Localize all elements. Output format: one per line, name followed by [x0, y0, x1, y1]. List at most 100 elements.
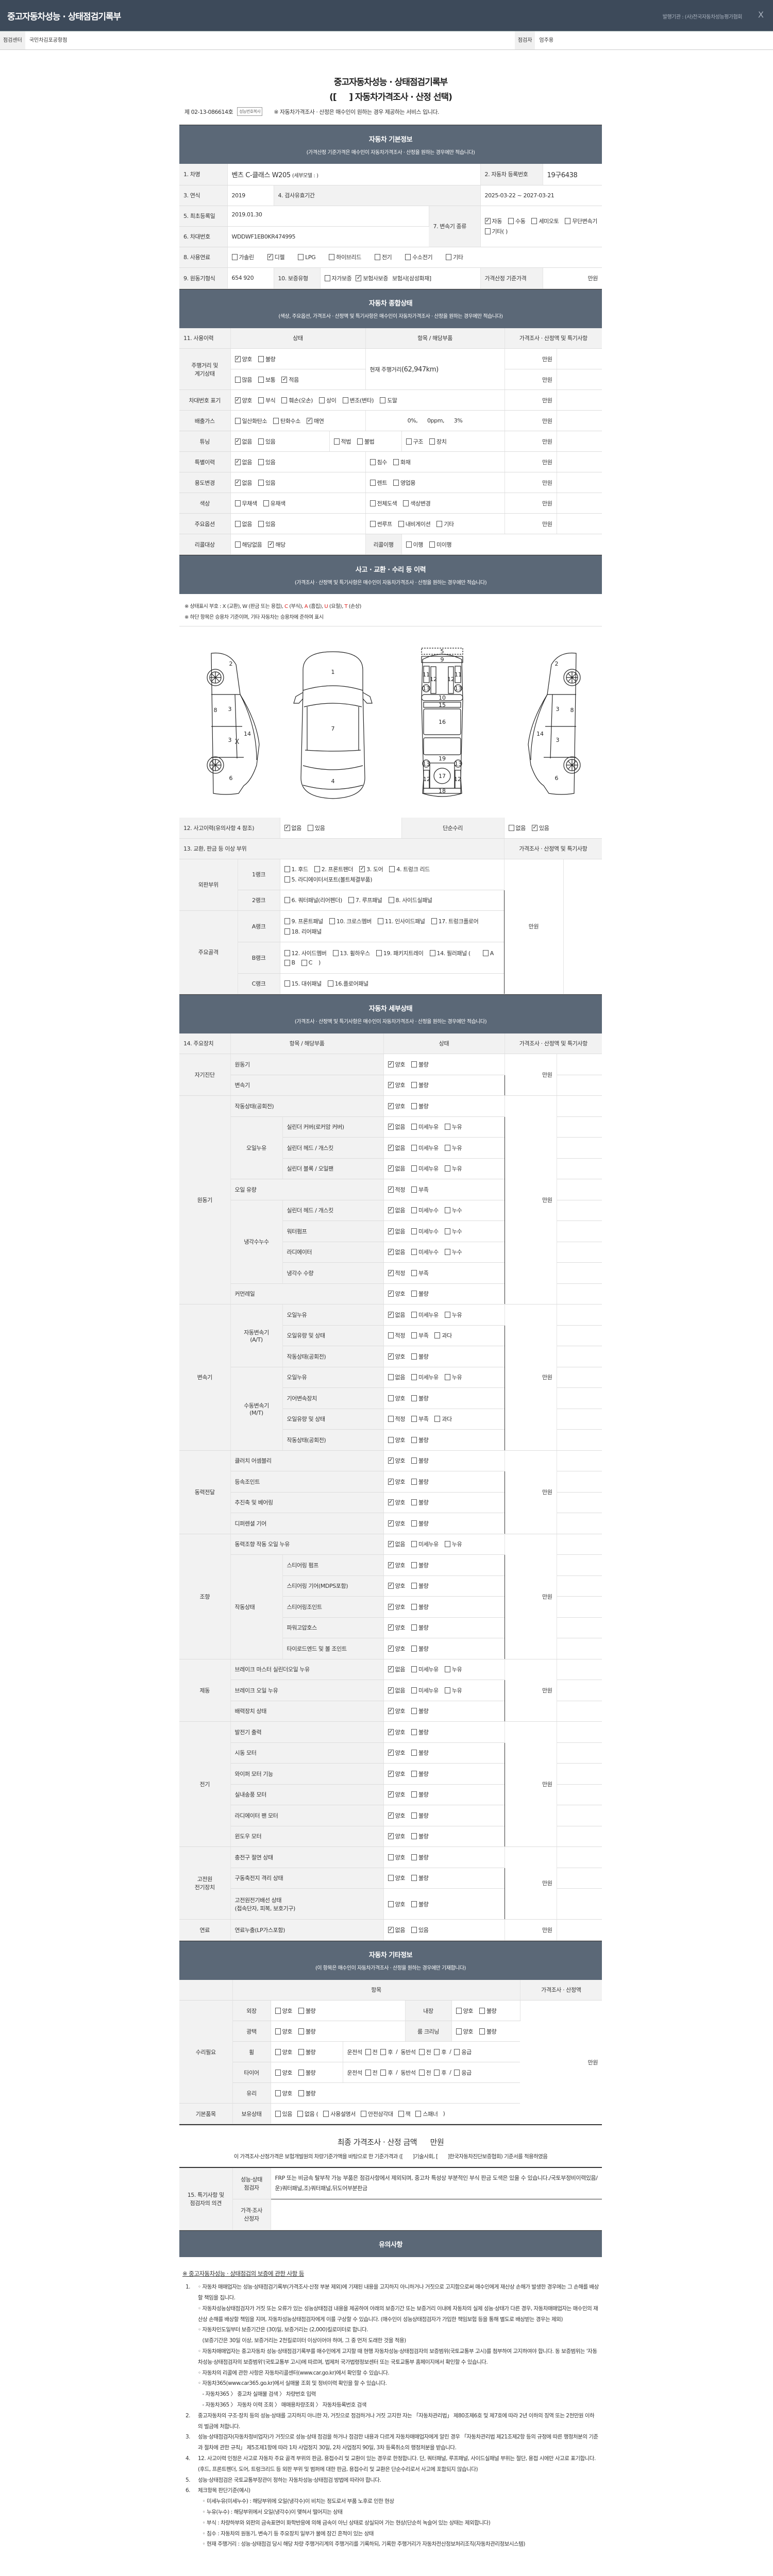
checkbox-empty-icon[interactable] — [482, 950, 489, 956]
option-checkbox[interactable]: 누유 — [444, 1686, 462, 1694]
option-checkbox[interactable]: 11. 인사이드패널 — [377, 917, 425, 925]
checkbox-empty-icon[interactable] — [234, 417, 241, 424]
checkbox-checked-icon[interactable]: ✓ — [234, 397, 241, 403]
option-checkbox[interactable]: ✓ 없음 — [234, 479, 252, 487]
checkbox-empty-icon[interactable] — [284, 918, 290, 924]
checkbox-empty-icon[interactable] — [284, 928, 290, 935]
option-checkbox[interactable]: 영업용 — [393, 479, 416, 487]
option-checkbox[interactable]: 전 — [365, 2048, 378, 2056]
checkbox-empty-icon[interactable] — [380, 2048, 386, 2055]
checkbox-empty-icon[interactable] — [298, 2069, 304, 2076]
checkbox-empty-icon[interactable] — [234, 500, 241, 506]
checkbox-empty-icon[interactable] — [411, 1854, 417, 1860]
checkbox-checked-icon[interactable]: ✓ — [388, 1249, 394, 1256]
checkbox-empty-icon[interactable] — [444, 1165, 450, 1172]
option-checkbox[interactable]: 이행 — [406, 540, 423, 549]
option-checkbox[interactable]: ✓ 양호 — [388, 1561, 405, 1569]
checkbox-empty-icon[interactable] — [411, 1374, 417, 1381]
checkbox-checked-icon[interactable]: ✓ — [388, 1666, 394, 1673]
checkbox-empty-icon[interactable] — [411, 1562, 417, 1568]
checkbox-empty-icon[interactable] — [403, 500, 409, 506]
checkbox-checked-icon[interactable]: ✓ — [388, 1750, 394, 1756]
option-checkbox[interactable]: 과다 — [434, 1415, 452, 1423]
option-checkbox[interactable]: LPG — [298, 254, 316, 261]
option-checkbox[interactable]: 있음 — [258, 458, 276, 466]
checkbox-empty-icon[interactable] — [369, 500, 376, 506]
checkbox-empty-icon[interactable] — [275, 2048, 281, 2055]
checkbox-empty-icon[interactable] — [444, 1666, 450, 1673]
option-checkbox[interactable]: 장치 — [429, 437, 447, 446]
option-checkbox[interactable]: 없음 — [508, 824, 526, 832]
option-checkbox[interactable]: 수소전기 — [405, 253, 433, 261]
option-checkbox[interactable]: 누유 — [444, 1540, 462, 1548]
option-checkbox[interactable]: 불량 — [411, 1811, 429, 1820]
checkbox-checked-icon[interactable]: ✓ — [531, 824, 537, 831]
checkbox-checked-icon[interactable]: ✓ — [388, 1103, 394, 1109]
checkbox-empty-icon[interactable] — [307, 824, 313, 831]
checkbox-empty-icon[interactable] — [415, 2110, 422, 2117]
checkbox-empty-icon[interactable] — [406, 541, 412, 548]
checkbox-checked-icon[interactable]: ✓ — [388, 1186, 394, 1193]
checkbox-empty-icon[interactable] — [411, 1750, 417, 1756]
checkbox-empty-icon[interactable] — [258, 438, 264, 445]
option-checkbox[interactable]: 수동 — [508, 217, 526, 225]
checkbox-empty-icon[interactable] — [411, 1645, 417, 1652]
checkbox-empty-icon[interactable] — [234, 520, 241, 527]
checkbox-empty-icon[interactable] — [411, 1416, 417, 1422]
option-checkbox[interactable]: 불량 — [411, 1394, 429, 1402]
checkbox-empty-icon[interactable] — [365, 2069, 371, 2076]
option-checkbox[interactable]: 4. 트렁크 리드 — [389, 865, 430, 873]
checkbox-empty-icon[interactable] — [429, 950, 435, 956]
checkbox-empty-icon[interactable] — [398, 520, 404, 527]
option-checkbox[interactable]: ✓ 양호 — [388, 1603, 405, 1611]
option-checkbox[interactable]: 양호 — [388, 1436, 405, 1444]
checkbox-checked-icon[interactable]: ✓ — [388, 1791, 394, 1798]
option-checkbox[interactable]: 썬루프 — [369, 520, 392, 528]
option-checkbox[interactable]: 유채색 — [263, 499, 285, 507]
option-checkbox[interactable]: ✓ 없음 — [388, 1227, 405, 1235]
option-checkbox[interactable]: 16.플로어패널 — [327, 979, 368, 988]
option-checkbox[interactable]: ✓ 없음 — [388, 1926, 405, 1934]
checkbox-empty-icon[interactable] — [284, 950, 290, 956]
checkbox-checked-icon[interactable]: ✓ — [388, 1624, 394, 1631]
checkbox-empty-icon[interactable] — [365, 2048, 371, 2055]
option-checkbox[interactable]: 누수 — [444, 1248, 462, 1256]
option-checkbox[interactable]: 적정 — [388, 1415, 405, 1423]
option-checkbox[interactable]: 17. 트렁크플로어 — [431, 917, 479, 925]
option-checkbox[interactable]: 부족 — [411, 1331, 429, 1340]
checkbox-checked-icon[interactable]: ✓ — [388, 1478, 394, 1485]
option-checkbox[interactable]: 불량 — [411, 1832, 429, 1840]
option-checkbox[interactable]: 전기 — [374, 253, 392, 261]
checkbox-empty-icon[interactable] — [380, 397, 386, 403]
option-checkbox[interactable]: 누유 — [444, 1164, 462, 1173]
checkbox-empty-icon[interactable] — [258, 397, 264, 403]
option-checkbox[interactable]: 후 — [434, 2069, 446, 2077]
option-checkbox[interactable]: 1. 후드 — [284, 865, 308, 873]
option-checkbox[interactable]: 있음 — [411, 1926, 429, 1934]
checkbox-checked-icon[interactable]: ✓ — [388, 1082, 394, 1089]
checkbox-empty-icon[interactable] — [434, 2069, 440, 2076]
option-checkbox[interactable]: 부족 — [411, 1185, 429, 1194]
option-checkbox[interactable]: 15. 대쉬패널 — [284, 979, 322, 988]
option-checkbox[interactable]: 불량 — [258, 355, 276, 363]
option-checkbox[interactable]: 응급 — [454, 2069, 472, 2077]
checkbox-empty-icon[interactable] — [411, 1436, 417, 1443]
checkbox-empty-icon[interactable] — [357, 438, 363, 445]
option-checkbox[interactable]: 있음 — [258, 437, 276, 446]
checkbox-checked-icon[interactable]: ✓ — [284, 824, 290, 831]
option-checkbox[interactable]: 가솔린 — [231, 253, 254, 261]
checkbox-empty-icon[interactable] — [411, 1082, 417, 1089]
checkbox-empty-icon[interactable] — [231, 254, 238, 260]
option-checkbox[interactable]: 불량 — [411, 1728, 429, 1736]
checkbox-empty-icon[interactable] — [429, 541, 435, 548]
checkbox-empty-icon[interactable] — [431, 918, 437, 924]
checkbox-checked-icon[interactable]: ✓ — [388, 1926, 394, 1933]
option-checkbox[interactable]: 누수 — [444, 1227, 462, 1235]
option-checkbox[interactable]: 양호 — [388, 1394, 405, 1402]
checkbox-empty-icon[interactable] — [411, 1332, 417, 1339]
option-checkbox[interactable]: ✓ 없음 — [234, 437, 252, 446]
checkbox-empty-icon[interactable] — [388, 1436, 394, 1443]
option-checkbox[interactable]: 누유 — [444, 1144, 462, 1152]
checkbox-checked-icon[interactable]: ✓ — [388, 1812, 394, 1819]
checkbox-empty-icon[interactable] — [388, 1395, 394, 1401]
